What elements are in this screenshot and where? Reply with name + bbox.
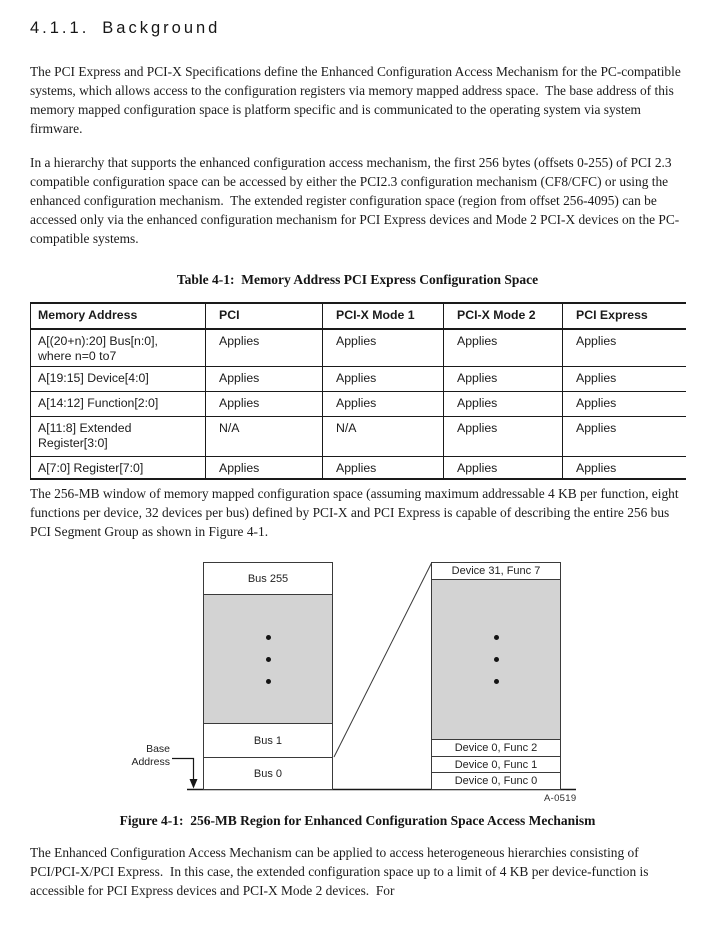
paragraph-window: The 256-MB window of memory mapped confi… [30, 486, 682, 539]
table-header-pcix-mode2: PCI-X Mode 2 [443, 303, 563, 330]
table-header-pci: PCI [205, 303, 323, 330]
table-header-pcix-mode1: PCI-X Mode 1 [322, 303, 444, 330]
bus-stack: Bus 255 Bus 1 Bus 0 [203, 562, 333, 790]
table-caption: Table 4-1: Memory Address PCI Express Co… [176, 272, 539, 287]
table-cell: Applies [205, 456, 323, 479]
table-cell: Applies [443, 329, 563, 367]
bus-1-box: Bus 1 [203, 723, 333, 758]
ellipsis-dot-icon [493, 657, 499, 662]
table-cell: Applies [443, 456, 563, 479]
ellipsis-dot-icon [265, 634, 271, 640]
table-cell: Applies [443, 391, 563, 417]
section-number: 4.1.1. [30, 19, 90, 37]
device-0-func-0-box: Device 0, Func 0 [431, 772, 561, 790]
expansion-diagonal-line [333, 562, 432, 758]
table-cell: N/A [322, 416, 444, 457]
base-address-label: Base Address [131, 743, 170, 768]
ellipsis-dot-icon [265, 656, 271, 662]
table-cell: Applies [443, 366, 563, 392]
figure-id-label: A-0519 [544, 793, 577, 804]
table-row: A[14:12] Function[2:0] Applies Applies A… [30, 391, 686, 417]
table-row: A[11:8] Extended Register[3:0] N/A N/A A… [30, 416, 686, 457]
ellipsis-dot-icon [493, 635, 499, 640]
table-cell: A[11:8] Extended Register[3:0] [30, 416, 206, 457]
section-heading: 4.1.1. Background [30, 19, 220, 38]
table-cell: Applies [322, 391, 444, 417]
bus-255-box: Bus 255 [203, 562, 333, 595]
table-cell: Applies [576, 461, 617, 475]
table-row: A[7:0] Register[7:0] Applies Applies App… [30, 456, 686, 479]
device-0-func-2-box: Device 0, Func 2 [431, 739, 561, 757]
table-cell: Applies [322, 456, 444, 479]
paragraph-intro: The PCI Express and PCI-X Specifications… [30, 64, 685, 136]
ellipsis-dot-icon [265, 678, 271, 684]
table-cell: A[19:15] Device[4:0] [30, 366, 206, 392]
ellipsis-dot-icon [493, 679, 499, 684]
base-address-connector-line [172, 757, 195, 780]
figure-4-1-diagram: Bus 255 Bus 1 Bus 0 Device 31, Func 7 De… [0, 555, 712, 805]
table-header-pci-express: PCI Express [562, 303, 686, 330]
table-cell: Applies [322, 329, 444, 367]
table-header-memory-address: Memory Address [30, 303, 206, 330]
table-cell: Applies [322, 366, 444, 392]
base-address-arrow-icon [189, 779, 198, 789]
figure-lines [172, 562, 576, 791]
table-cell: A[7:0] Register[7:0] [30, 456, 206, 479]
table-cell: Applies [205, 391, 323, 417]
table-header-row: Memory Address PCI PCI-X Mode 1 PCI-X Mo… [30, 303, 686, 330]
table-row: A[19:15] Device[4:0] Applies Applies App… [30, 366, 686, 392]
table-cell: N/A [205, 416, 323, 457]
section-title: Background [102, 19, 221, 37]
figure-caption: Figure 4-1: 256-MB Region for Enhanced C… [119, 813, 596, 828]
table-cell: Applies [443, 416, 563, 457]
bus-0-box: Bus 0 [203, 757, 333, 790]
device-stack: Device 31, Func 7 Device 0, Func 2 Devic… [431, 562, 561, 790]
table-cell: Applies [205, 366, 323, 392]
memory-address-table: Memory Address PCI PCI-X Mode 1 PCI-X Mo… [30, 302, 686, 480]
table-cell: Applies [562, 416, 686, 457]
table-cell: Applies [562, 329, 686, 367]
bus-region-fill [203, 594, 333, 724]
table-cell: Applies [562, 366, 686, 392]
paragraph-hierarchy: In a hierarchy that supports the enhance… [30, 155, 680, 246]
device-31-func-7-box: Device 31, Func 7 [431, 562, 561, 580]
table-cell: Applies [562, 391, 686, 417]
device-0-func-1-box: Device 0, Func 1 [431, 756, 561, 773]
paragraph-heterogeneous: The Enhanced Configuration Access Mechan… [30, 845, 652, 898]
device-region-fill [431, 579, 561, 740]
table-cell: A[(20+n):20] Bus[n:0], where n=0 to7 [30, 329, 206, 367]
table-cell: Applies [205, 329, 323, 367]
table-row: A[(20+n):20] Bus[n:0], where n=0 to7 App… [30, 329, 686, 367]
table-cell: A[14:12] Function[2:0] [30, 391, 206, 417]
